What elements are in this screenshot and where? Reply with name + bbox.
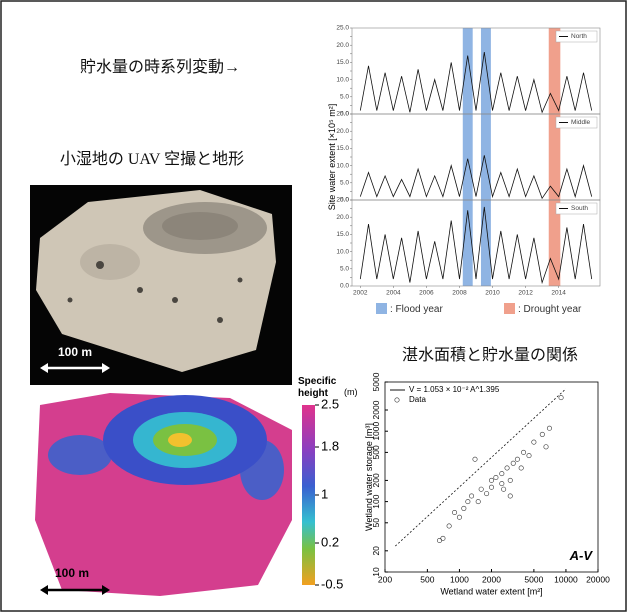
y-tick-label: 5.0 [340,180,349,187]
legend-label: South [571,205,588,212]
legend-label: : Flood year [390,304,443,315]
legend-label: V = 1.053 × 10⁻² A^1.395 [409,385,500,394]
y-tick-label: 0.0 [340,283,349,290]
caption: 貯水量の時系列変動→ [80,58,240,76]
x-tick-label: 1000 [450,574,469,584]
y-tick-label: 5000 [371,372,381,391]
legend-swatch [504,303,515,314]
legend-label: : Drought year [518,304,582,315]
scale-label: 100 m [55,566,89,580]
y-tick-label: 10.0 [336,162,349,169]
y-tick-label: 10.0 [336,248,349,255]
figure: 貯水量の時系列変動→ 小湿地の UAV 空撮と地形 湛水面積と貯水量の関係 10… [0,0,627,612]
y-tick-label: 15.0 [336,59,349,66]
y-tick-label: 2000 [371,400,381,419]
x-tick-label: 2010 [485,290,500,297]
legend-swatch [376,303,387,314]
highlight-band [463,28,473,286]
legend-label: North [571,33,587,40]
x-tick-label: 2014 [551,290,566,297]
colorbar [302,405,315,585]
colorbar-tick-label: -0.5 [321,576,343,591]
y-tick-label: 15.0 [336,145,349,152]
y-tick-label: 15.0 [336,231,349,238]
x-axis-title: Wetland water extent [m²] [440,586,542,596]
y-tick-label: 25.0 [336,111,349,118]
legend-label: Data [409,395,426,404]
x-tick-label: 500 [420,574,434,584]
y-axis-title: Site water extent [×10⁵ m²] [327,104,337,211]
y-tick-label: 20.0 [336,214,349,221]
y-tick-label: 10 [371,567,381,577]
colorbar-tick-label: 0.2 [321,534,339,549]
x-tick-label: 10000 [554,574,578,584]
x-tick-label: 2004 [386,290,401,297]
x-tick-label: 20000 [586,574,610,584]
x-tick-label: 2006 [419,290,434,297]
y-axis-title: Wetland water storage [m³] [364,423,374,531]
x-tick-label: 2002 [353,290,368,297]
x-tick-label: 2000 [482,574,501,584]
caption: 小湿地の UAV 空撮と地形 [60,150,244,168]
annotation: A-V [569,548,594,563]
highlight-band [549,28,561,286]
colorbar-tick-label: 1.8 [321,438,339,453]
y-tick-label: 5.0 [340,266,349,273]
x-tick-label: 2012 [518,290,533,297]
x-tick-label: 2008 [452,290,467,297]
y-tick-label: 10.0 [336,76,349,83]
colorbar-tick-label: 2.5 [321,396,339,411]
legend-label: Middle [571,119,591,126]
y-tick-label: 25.0 [336,197,349,204]
y-tick-label: 25.0 [336,25,349,32]
y-tick-label: 20.0 [336,42,349,49]
x-tick-label: 5000 [524,574,543,584]
scale-label: 100 m [58,345,92,359]
y-tick-label: 20.0 [336,128,349,135]
y-tick-label: 20 [371,546,381,556]
colorbar-title: Specific [298,376,337,387]
y-tick-label: 5.0 [340,94,349,101]
colorbar-unit: (m) [344,387,358,397]
colorbar-tick-label: 1 [321,486,328,501]
caption: 湛水面積と貯水量の関係 [402,346,578,364]
